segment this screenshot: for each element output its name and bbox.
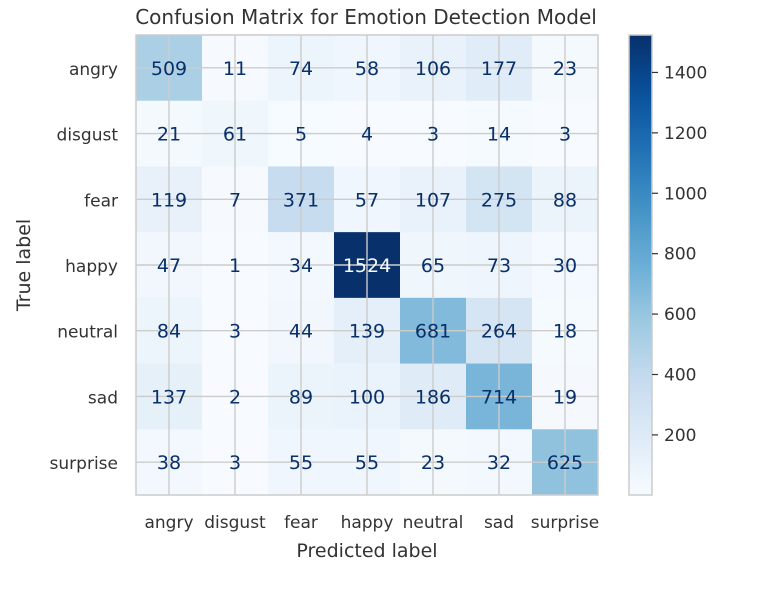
y-tick-label: neutral: [57, 323, 118, 343]
colorbar-tick-label: 400: [664, 365, 696, 385]
cell-value-label: 18: [553, 321, 577, 343]
cell-value-label: 57: [355, 189, 379, 211]
cell-value-label: 65: [421, 255, 445, 277]
cell-value-label: 58: [355, 58, 379, 80]
cell-value-label: 139: [349, 321, 385, 343]
cell-value-label: 137: [151, 386, 187, 408]
y-tick-label: disgust: [57, 126, 119, 146]
cell-value-label: 44: [289, 321, 313, 343]
cell-value-label: 11: [223, 58, 247, 80]
y-tick-label: sad: [88, 388, 118, 408]
cell-value-label: 84: [157, 321, 181, 343]
cell-value-label: 32: [487, 452, 511, 474]
cell-value-label: 1: [229, 255, 241, 277]
colorbar: [628, 34, 653, 496]
cell-value-label: 371: [283, 189, 319, 211]
y-tick-label: angry: [69, 60, 118, 80]
cell-value-label: 3: [229, 321, 241, 343]
cell-value-label: 177: [481, 58, 517, 80]
cell-value-label: 74: [289, 58, 313, 80]
cell-value-label: 19: [553, 386, 577, 408]
x-axis-label: Predicted label: [296, 540, 437, 562]
colorbar-ticks: 200 400 600 800 1000 1200 1400: [652, 63, 707, 446]
y-tick-labels: angry disgust fear happy neutral sad surprise: [50, 60, 119, 474]
cell-value-label: 625: [547, 452, 583, 474]
x-tick-label: neutral: [403, 513, 464, 533]
cell-value-label: 23: [553, 58, 577, 80]
colorbar-tick-label: 1400: [664, 63, 707, 83]
cell-value-label: 47: [157, 255, 181, 277]
cell-value-label: 38: [157, 452, 181, 474]
cell-value-label: 23: [421, 452, 445, 474]
cell-value-label: 73: [487, 255, 511, 277]
cell-value-label: 4: [361, 124, 373, 146]
matrix-frame: [135, 34, 599, 496]
x-tick-label: sad: [484, 513, 514, 533]
cell-value-label: 714: [481, 386, 517, 408]
y-tick-label: fear: [84, 191, 118, 211]
cell-value-label: 186: [415, 386, 451, 408]
colorbar-tick-label: 800: [664, 245, 696, 265]
colorbar-tick-label: 600: [664, 305, 696, 325]
colorbar-tick-label: 200: [664, 426, 696, 446]
cell-value-label: 89: [289, 386, 313, 408]
colorbar-tick-label: 1200: [664, 124, 707, 144]
matrix-grid: [136, 35, 598, 495]
cell-value-label: 3: [229, 452, 241, 474]
x-tick-label: fear: [284, 513, 318, 533]
colorbar-tick-label: 1000: [664, 184, 707, 204]
cell-value-label: 21: [157, 124, 181, 146]
chart-title: Confusion Matrix for Emotion Detection M…: [135, 5, 597, 29]
cell-value-label: 1524: [343, 255, 391, 277]
cell-value-label: 55: [355, 452, 379, 474]
cell-value-label: 7: [229, 189, 241, 211]
cell-value-label: 34: [289, 255, 313, 277]
cell-value-label: 107: [415, 189, 451, 211]
cell-value-label: 100: [349, 386, 385, 408]
x-tick-label: angry: [144, 513, 193, 533]
cell-value-label: 106: [415, 58, 451, 80]
y-tick-label: surprise: [50, 454, 118, 474]
cell-value-label: 5: [295, 124, 307, 146]
cell-value-label: 55: [289, 452, 313, 474]
cell-value-label: 264: [481, 321, 517, 343]
cell-value-label: 119: [151, 189, 187, 211]
x-tick-label: disgust: [204, 513, 266, 533]
cell-value-label: 509: [151, 58, 187, 80]
cell-value-label: 14: [487, 124, 511, 146]
cell-value-label: 30: [553, 255, 577, 277]
y-tick-label: happy: [65, 257, 118, 277]
x-tick-label: happy: [341, 513, 394, 533]
cell-value-label: 3: [427, 124, 439, 146]
x-tick-labels: angry disgust fear happy neutral sad surprise: [144, 513, 599, 533]
cell-value-label: 2: [229, 386, 241, 408]
x-tick-label: surprise: [531, 513, 599, 533]
cell-value-label: 88: [553, 189, 577, 211]
cell-value-label: 275: [481, 189, 517, 211]
y-axis-label: True label: [13, 219, 35, 312]
cell-value-label: 681: [415, 321, 451, 343]
cell-value-label: 61: [223, 124, 247, 146]
cell-value-label: 3: [559, 124, 571, 146]
